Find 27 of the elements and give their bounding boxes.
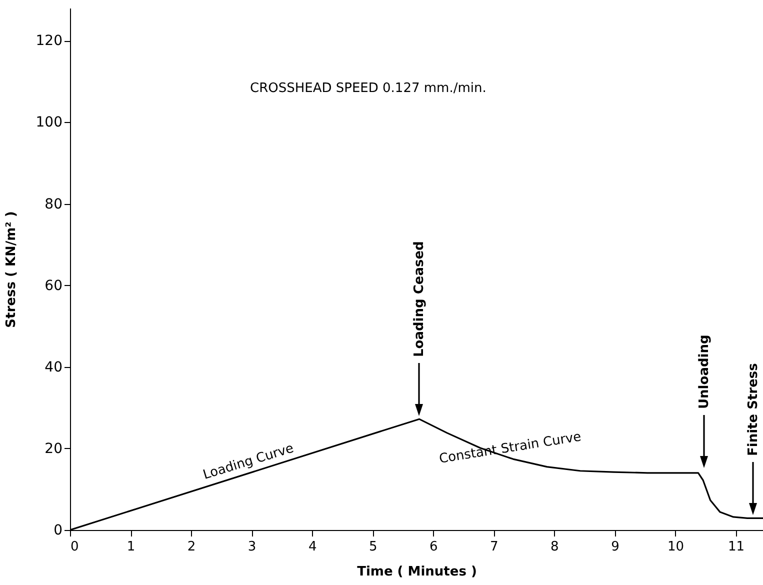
y-tick-label: 40 [44,359,62,376]
y-axis-title: Stress ( KN/m² ) [4,211,19,328]
x-tick-label: 9 [611,540,620,554]
x-axis-title: Time ( Minutes ) [357,564,477,580]
x-tick-label: 7 [490,540,498,554]
y-tick-label: 20 [44,440,62,457]
annotation: Unloading [697,334,712,409]
x-tick-label: 6 [430,540,438,554]
y-tick-label: 80 [44,196,62,212]
x-tick-label: 11 [728,540,745,554]
annotation: Finite Stress [746,362,761,456]
x-tick-label: 0 [70,540,79,554]
x-tick-label: 3 [248,540,256,554]
y-tick-label: 100 [36,114,62,131]
x-tick-label: 1 [126,540,136,554]
x-tick-label: 10 [667,540,684,554]
x-tick-label: 5 [368,540,378,554]
y-tick-label: 60 [44,278,62,294]
annotation: Loading Ceased [412,241,427,357]
x-tick-label: 2 [187,540,196,554]
y-tick-label: 0 [54,522,62,538]
annotation: CROSSHEAD SPEED 0.127 mm./min. [250,81,486,96]
annotation: Constant Strain Curve [438,430,582,467]
x-tick-label: 8 [550,540,559,554]
y-tick-label: 120 [36,33,62,50]
x-tick-label: 4 [308,540,317,554]
annotation: Loading Curve [201,441,296,483]
